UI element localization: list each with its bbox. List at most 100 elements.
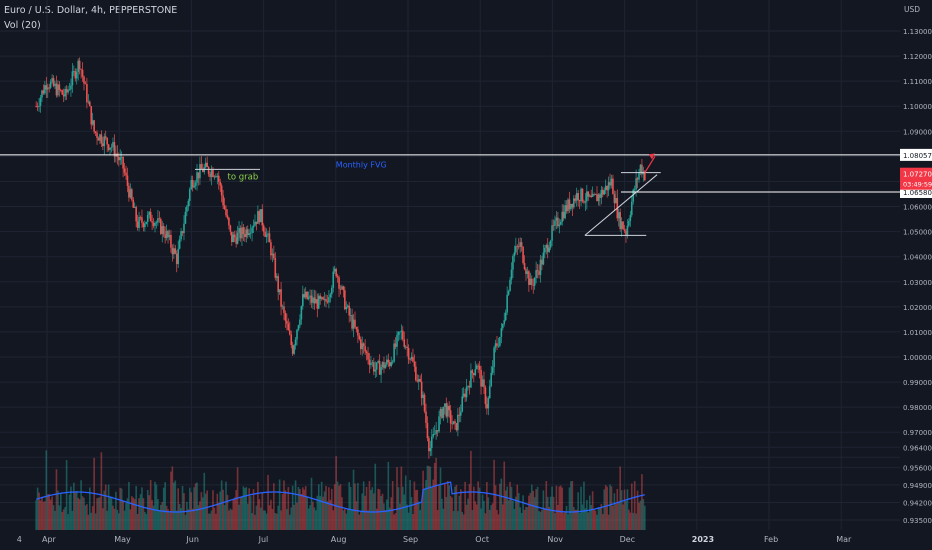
volume-bar [404,475,407,530]
candle-body [238,227,240,233]
candle-body [445,403,448,417]
volume-bar [273,483,275,530]
candle-body [281,306,284,308]
candle-body [202,168,204,172]
candle-body [457,414,459,431]
volume-bar [191,508,194,530]
volume-bar [578,512,581,530]
volume-bar [491,503,494,530]
candle-body [610,178,613,186]
volume-bar [125,502,127,530]
volume-bar [396,467,398,530]
volume-bar [506,486,508,530]
volume-bar [112,505,114,530]
volume-bar [564,512,566,530]
candle-body [336,276,339,278]
volume-bar [480,508,482,530]
candle-body [384,364,387,369]
volume-bar [593,509,595,530]
volume-bar [596,514,598,530]
price-tick-label: 1.10000 [903,103,932,111]
candle-body [191,179,194,188]
candle-body [83,76,85,84]
volume-bar [297,487,300,530]
candle-body [264,231,266,237]
volume-bar [217,502,220,530]
volume-bar [383,503,385,530]
volume-bar [461,511,464,530]
volume-bar [603,489,606,530]
volume-bar [280,510,282,530]
volume-bar [152,505,155,530]
volume-bar [641,474,643,530]
volume-bar [90,512,93,530]
volume-bar [552,496,555,530]
candle-body [141,217,143,223]
volume-bar [306,497,308,530]
candle-body [357,329,359,336]
candle-body [535,270,537,278]
candle-body [287,323,290,331]
candle-body [586,191,588,202]
candle-body [551,225,553,241]
candle-body [151,221,153,223]
volume-bar [588,495,591,530]
candle-body [412,356,414,362]
candle-body [71,71,74,86]
candle-body [544,248,546,253]
price-axis-bg [900,0,932,550]
volume-bar [412,514,414,530]
candle-body [288,330,291,335]
candle-body [635,178,637,190]
candle-body [607,182,610,191]
candle-body [359,339,362,350]
candle-body [415,366,417,381]
candle-body [103,136,106,147]
volume-bar [525,506,527,530]
volume-bar [523,509,526,530]
candle-body [157,218,159,223]
volume-bar [539,511,542,530]
candle-body [381,362,384,368]
volume-bar [623,489,626,530]
volume-bar [94,513,97,530]
volume-bar [207,513,210,530]
volume-bar [107,484,110,530]
volume-bar [44,501,46,530]
volume-bar [235,490,237,530]
volume-bar [464,481,466,530]
candle-body [380,367,382,375]
candle-body [600,189,603,198]
volume-bar [601,514,604,530]
candle-body [41,90,43,98]
candle-body [417,379,420,382]
candle-body [391,361,394,363]
volume-bar [473,486,475,530]
candle-body [604,185,607,191]
volume-bar [375,508,378,530]
symbol-title[interactable]: Euro / U.S. Dollar, 4h, PEPPERSTONE [4,5,178,16]
candle-body [458,414,461,416]
candle-body [249,232,252,234]
candle-body [536,270,539,272]
candle-body [194,182,197,186]
volume-indicator-label[interactable]: Vol (20) [4,20,41,31]
volume-bar [333,484,336,530]
candle-body [449,410,452,424]
candle-body [173,248,175,255]
candle-body [39,97,42,106]
candle-body [323,299,326,300]
volume-bar [419,510,421,530]
volume-bar [604,485,607,530]
time-tick-label: Feb [764,535,778,544]
volume-bar [520,512,523,530]
volume-bar [64,507,66,530]
volume-bar [216,493,219,530]
candle-body [233,234,236,238]
volume-bar [332,510,335,530]
volume-bar [368,481,371,530]
volume-bar [120,488,123,530]
candle-body [594,194,597,195]
volume-bar [468,483,471,530]
